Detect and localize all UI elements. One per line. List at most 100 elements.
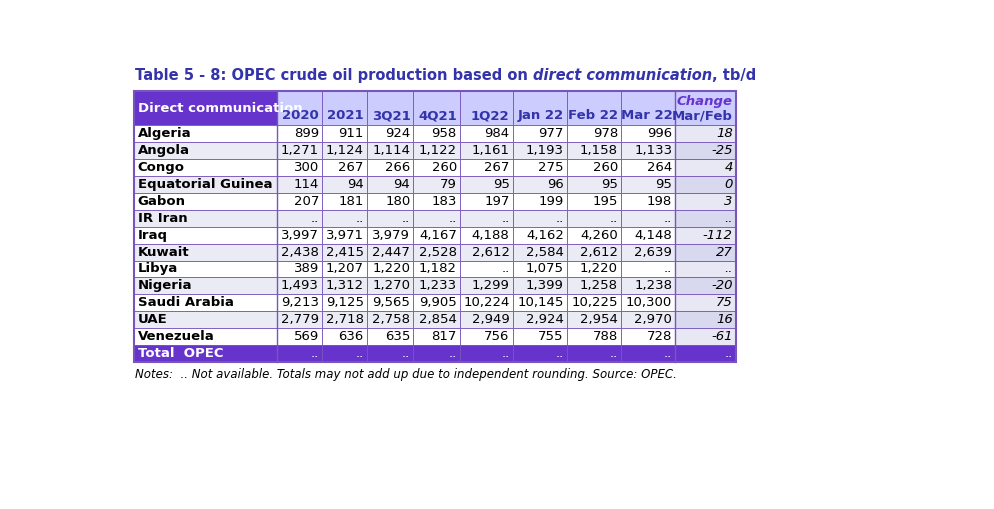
Text: 1,124: 1,124 bbox=[325, 144, 364, 157]
Text: 2021: 2021 bbox=[327, 109, 364, 122]
Bar bbox=[567, 244, 620, 261]
Text: 4: 4 bbox=[724, 161, 732, 174]
Text: 569: 569 bbox=[293, 330, 319, 343]
Text: Mar/Feb: Mar/Feb bbox=[671, 109, 732, 122]
Text: Libya: Libya bbox=[137, 263, 178, 275]
Text: 95: 95 bbox=[600, 178, 617, 191]
Bar bbox=[322, 142, 367, 159]
Bar bbox=[567, 142, 620, 159]
Text: 114: 114 bbox=[293, 178, 319, 191]
Text: 267: 267 bbox=[484, 161, 509, 174]
Bar bbox=[567, 159, 620, 176]
Text: Jan 22: Jan 22 bbox=[517, 109, 564, 122]
Bar bbox=[367, 91, 414, 125]
Bar bbox=[322, 210, 367, 227]
Text: 197: 197 bbox=[484, 195, 509, 208]
Text: 96: 96 bbox=[547, 178, 564, 191]
Text: 2,438: 2,438 bbox=[280, 245, 319, 259]
Bar bbox=[322, 193, 367, 210]
Bar bbox=[620, 328, 675, 345]
Bar bbox=[567, 125, 620, 142]
Text: 95: 95 bbox=[492, 178, 509, 191]
Text: 1,399: 1,399 bbox=[526, 279, 564, 292]
Bar bbox=[367, 193, 414, 210]
Text: 3: 3 bbox=[724, 195, 732, 208]
Bar bbox=[133, 294, 276, 312]
Text: ..: .. bbox=[501, 347, 509, 360]
Text: 2,528: 2,528 bbox=[418, 245, 456, 259]
Text: Iraq: Iraq bbox=[137, 229, 167, 242]
Text: 1,493: 1,493 bbox=[280, 279, 319, 292]
Text: 2,924: 2,924 bbox=[526, 314, 564, 326]
Bar bbox=[512, 142, 567, 159]
Bar bbox=[620, 261, 675, 277]
Text: ..: .. bbox=[663, 212, 672, 224]
Text: 1,161: 1,161 bbox=[471, 144, 509, 157]
Text: 389: 389 bbox=[293, 263, 319, 275]
Text: 10,145: 10,145 bbox=[517, 296, 564, 309]
Text: Change: Change bbox=[676, 95, 732, 108]
Bar bbox=[367, 261, 414, 277]
Text: ..: .. bbox=[609, 212, 617, 224]
Bar bbox=[367, 244, 414, 261]
Text: 1,133: 1,133 bbox=[633, 144, 672, 157]
Bar bbox=[414, 159, 459, 176]
Bar bbox=[620, 91, 675, 125]
Text: ..: .. bbox=[724, 263, 732, 275]
Text: 27: 27 bbox=[716, 245, 732, 259]
Bar bbox=[367, 345, 414, 362]
Text: Notes:  .. Not available. Totals may not add up due to independent rounding. Sou: Notes: .. Not available. Totals may not … bbox=[135, 368, 677, 381]
Text: 198: 198 bbox=[646, 195, 672, 208]
Bar bbox=[459, 176, 512, 193]
Text: 260: 260 bbox=[431, 161, 456, 174]
Text: 2,415: 2,415 bbox=[325, 245, 364, 259]
Text: 195: 195 bbox=[592, 195, 617, 208]
Text: -25: -25 bbox=[711, 144, 732, 157]
Text: 2,584: 2,584 bbox=[526, 245, 564, 259]
Bar bbox=[675, 261, 736, 277]
Text: 4,162: 4,162 bbox=[526, 229, 564, 242]
Text: 94: 94 bbox=[347, 178, 364, 191]
Bar bbox=[276, 176, 322, 193]
Bar bbox=[322, 261, 367, 277]
Text: 0: 0 bbox=[724, 178, 732, 191]
Text: Total  OPEC: Total OPEC bbox=[137, 347, 223, 360]
Text: ..: .. bbox=[724, 212, 732, 224]
Text: 3,979: 3,979 bbox=[372, 229, 410, 242]
Text: 1Q22: 1Q22 bbox=[470, 109, 509, 122]
Text: 207: 207 bbox=[293, 195, 319, 208]
Text: 1,220: 1,220 bbox=[372, 263, 410, 275]
Bar bbox=[459, 277, 512, 294]
Text: 958: 958 bbox=[431, 127, 456, 140]
Bar bbox=[414, 244, 459, 261]
Text: -61: -61 bbox=[711, 330, 732, 343]
Text: ..: .. bbox=[609, 347, 617, 360]
Text: 95: 95 bbox=[655, 178, 672, 191]
Text: 4,148: 4,148 bbox=[634, 229, 672, 242]
Bar bbox=[367, 227, 414, 244]
Text: 2,612: 2,612 bbox=[471, 245, 509, 259]
Bar bbox=[567, 227, 620, 244]
Bar bbox=[322, 176, 367, 193]
Bar bbox=[322, 312, 367, 328]
Text: 635: 635 bbox=[385, 330, 410, 343]
Bar bbox=[414, 345, 459, 362]
Bar bbox=[459, 328, 512, 345]
Bar bbox=[459, 91, 512, 125]
Bar bbox=[567, 345, 620, 362]
Bar bbox=[367, 176, 414, 193]
Text: Mar 22: Mar 22 bbox=[620, 109, 672, 122]
Text: 2,612: 2,612 bbox=[580, 245, 617, 259]
Text: 266: 266 bbox=[385, 161, 410, 174]
Text: 181: 181 bbox=[338, 195, 364, 208]
Text: 4,167: 4,167 bbox=[418, 229, 456, 242]
Text: 16: 16 bbox=[716, 314, 732, 326]
Text: Angola: Angola bbox=[137, 144, 190, 157]
Bar bbox=[567, 277, 620, 294]
Bar bbox=[512, 328, 567, 345]
Text: 94: 94 bbox=[394, 178, 410, 191]
Bar bbox=[459, 142, 512, 159]
Bar bbox=[675, 91, 736, 125]
Bar bbox=[675, 210, 736, 227]
Text: 1,158: 1,158 bbox=[580, 144, 617, 157]
